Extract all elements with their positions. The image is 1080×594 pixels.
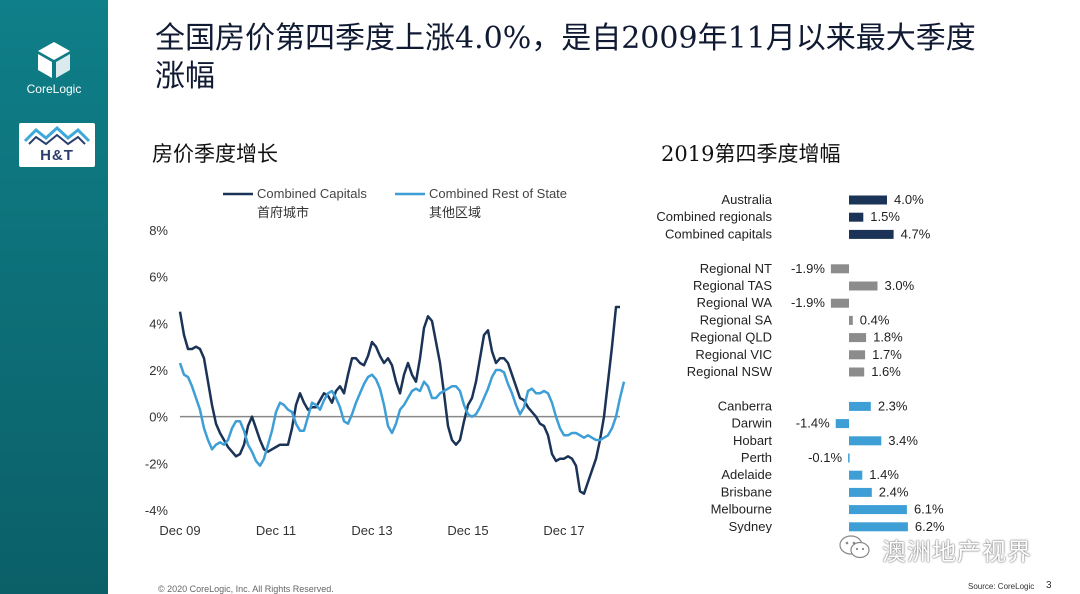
- bar-chart-title: 2019第四季度增幅: [661, 142, 841, 166]
- bar-category-label: Regional VIC: [695, 347, 772, 362]
- x-tick-label: Dec 09: [159, 523, 200, 538]
- bar: [830, 298, 849, 308]
- x-tick-label: Dec 19: [639, 523, 640, 538]
- y-tick-label: 6%: [149, 270, 168, 285]
- bar-value-label: 4.7%: [901, 226, 931, 241]
- bar: [849, 470, 863, 480]
- bar-value-label: 3.0%: [885, 278, 915, 293]
- bar-value-label: -0.1%: [808, 450, 842, 465]
- brand-sidebar: CoreLogic H&T: [0, 0, 108, 594]
- bar: [830, 264, 849, 274]
- y-tick-label: 8%: [149, 223, 168, 238]
- bar-category-label: Hobart: [733, 433, 772, 448]
- bar-value-label: 0.4%: [860, 312, 890, 327]
- wechat-watermark: 澳洲地产视界: [838, 530, 1050, 566]
- q4-growth-bar-chart: Australia 4.0% Combined regionals 1.5% Combi…: [656, 192, 945, 533]
- y-tick-label: -2%: [145, 456, 169, 471]
- bar: [849, 350, 866, 360]
- bar-category-label: Melbourne: [711, 502, 772, 517]
- x-tick-label: Dec 11: [256, 523, 296, 538]
- copyright-notice: © 2020 CoreLogic, Inc. All Rights Reserv…: [158, 584, 334, 594]
- bar: [849, 281, 878, 291]
- bar-category-label: Regional SA: [700, 312, 773, 327]
- x-tick-label: Dec 13: [351, 523, 392, 538]
- bar-value-label: -1.4%: [796, 416, 830, 431]
- y-tick-label: 4%: [149, 316, 168, 331]
- bar: [849, 333, 867, 343]
- y-tick-label: 0%: [149, 410, 168, 425]
- bar-value-label: 1.7%: [872, 347, 902, 362]
- bar-category-label: Adelaide: [721, 467, 772, 482]
- bar-value-label: 1.4%: [869, 467, 899, 482]
- y-tick-label: 2%: [149, 363, 168, 378]
- bar-category-label: Regional TAS: [693, 278, 772, 293]
- source-note: Source: CoreLogic: [968, 582, 1035, 591]
- page-number: 3: [1046, 580, 1052, 591]
- bar-category-label: Darwin: [732, 416, 772, 431]
- bar-value-label: 1.6%: [871, 364, 901, 379]
- bar-value-label: 4.0%: [894, 192, 924, 207]
- bar: [849, 487, 872, 497]
- bar-value-label: 1.5%: [870, 209, 900, 224]
- bar: [835, 419, 849, 429]
- bar: [849, 367, 865, 377]
- x-tick-label: Dec 15: [447, 523, 488, 538]
- legend-label-cn: 首府城市: [257, 205, 309, 220]
- bar-value-label: 2.4%: [879, 484, 909, 499]
- corelogic-wordmark: CoreLogic: [26, 82, 82, 96]
- bar-category-label: Regional NT: [700, 261, 772, 276]
- x-tick-label: Dec 17: [543, 523, 584, 538]
- bar: [849, 436, 882, 446]
- bar: [849, 212, 864, 222]
- bar-category-label: Perth: [741, 450, 772, 465]
- bar: [849, 401, 871, 411]
- bar-category-label: Regional NSW: [687, 364, 773, 379]
- page-title: 全国房价第四季度上涨4.0%，是自2009年11月以来最大季度涨幅: [155, 21, 976, 94]
- bar-category-label: Brisbane: [721, 484, 772, 499]
- bar: [849, 522, 908, 532]
- bar-value-label: 6.1%: [914, 502, 944, 517]
- bar-category-label: Regional QLD: [690, 330, 772, 345]
- partner-logo: H&T: [19, 123, 95, 167]
- bar: [849, 315, 853, 325]
- bar-value-label: 6.2%: [915, 519, 945, 533]
- bar: [849, 195, 887, 205]
- series-line: [178, 305, 620, 495]
- legend-label-cn: 其他区域: [429, 205, 481, 220]
- bar: [849, 229, 894, 239]
- bar-category-label: Canberra: [718, 398, 773, 413]
- legend-label: Combined Capitals: [257, 186, 367, 201]
- wechat-icon: [839, 535, 870, 559]
- bar-value-label: 2.3%: [878, 398, 908, 413]
- series-line: [178, 362, 626, 467]
- bar-value-label: -1.9%: [791, 295, 825, 310]
- corelogic-logo-icon: [38, 42, 70, 78]
- partner-logo-text: H&T: [40, 147, 74, 164]
- bar-value-label: 1.8%: [873, 330, 903, 345]
- line-chart-title: 房价季度增长: [152, 142, 278, 166]
- bar-category-label: Combined regionals: [656, 209, 772, 224]
- bar: [848, 453, 850, 463]
- bar-category-label: Combined capitals: [665, 226, 772, 241]
- quarterly-growth-line-chart: Combined Capitals 首府城市 Combined Rest of St…: [145, 186, 640, 538]
- roof-icon: [23, 125, 91, 146]
- bar-category-label: Regional WA: [697, 295, 773, 310]
- bar-category-label: Sydney: [729, 519, 773, 533]
- bar-value-label: -1.9%: [791, 261, 825, 276]
- watermark-text: 澳洲地产视界: [882, 538, 1032, 566]
- bar: [849, 505, 907, 515]
- bar-category-label: Australia: [721, 192, 772, 207]
- legend-label: Combined Rest of State: [429, 186, 567, 201]
- bar-value-label: 3.4%: [888, 433, 918, 448]
- y-tick-label: -4%: [145, 503, 169, 518]
